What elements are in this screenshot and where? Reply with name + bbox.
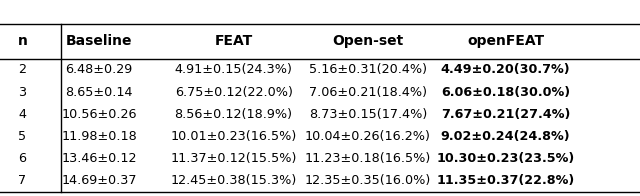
Text: 11.98±0.18: 11.98±0.18	[61, 130, 137, 143]
Text: 7.06±0.21(18.4%): 7.06±0.21(18.4%)	[309, 86, 427, 99]
Text: 8.65±0.14: 8.65±0.14	[65, 86, 133, 99]
Text: 10.30±0.23(23.5%): 10.30±0.23(23.5%)	[436, 152, 575, 165]
Text: 13.46±0.12: 13.46±0.12	[61, 152, 137, 165]
Text: 10.04±0.26(16.2%): 10.04±0.26(16.2%)	[305, 130, 431, 143]
Text: 10.56±0.26: 10.56±0.26	[61, 108, 137, 121]
Text: 4: 4	[19, 108, 26, 121]
Text: 8.73±0.15(17.4%): 8.73±0.15(17.4%)	[309, 108, 427, 121]
Text: 4.91±0.15(24.3%): 4.91±0.15(24.3%)	[175, 64, 292, 76]
Text: 10.01±0.23(16.5%): 10.01±0.23(16.5%)	[170, 130, 297, 143]
Text: 3: 3	[19, 86, 26, 99]
Text: 5: 5	[19, 130, 26, 143]
Text: 4.49±0.20(30.7%): 4.49±0.20(30.7%)	[441, 64, 570, 76]
Text: 8.56±0.12(18.9%): 8.56±0.12(18.9%)	[175, 108, 292, 121]
Text: 11.23±0.18(16.5%): 11.23±0.18(16.5%)	[305, 152, 431, 165]
Text: 12.45±0.38(15.3%): 12.45±0.38(15.3%)	[170, 174, 297, 187]
Text: 11.37±0.12(15.5%): 11.37±0.12(15.5%)	[170, 152, 297, 165]
Text: Open-set: Open-set	[332, 34, 404, 48]
Text: openFEAT: openFEAT	[467, 34, 544, 48]
Text: FEAT: FEAT	[214, 34, 253, 48]
Text: 2: 2	[19, 64, 26, 76]
Text: 5.16±0.31(20.4%): 5.16±0.31(20.4%)	[309, 64, 427, 76]
Text: n: n	[17, 34, 28, 48]
Text: 6.75±0.12(22.0%): 6.75±0.12(22.0%)	[175, 86, 292, 99]
Text: 12.35±0.35(16.0%): 12.35±0.35(16.0%)	[305, 174, 431, 187]
Text: Baseline: Baseline	[66, 34, 132, 48]
Text: 7: 7	[19, 174, 26, 187]
Text: 7.67±0.21(27.4%): 7.67±0.21(27.4%)	[441, 108, 570, 121]
Text: 11.35±0.37(22.8%): 11.35±0.37(22.8%)	[436, 174, 575, 187]
Text: 6.48±0.29: 6.48±0.29	[65, 64, 133, 76]
Text: 9.02±0.24(24.8%): 9.02±0.24(24.8%)	[441, 130, 570, 143]
Text: 14.69±0.37: 14.69±0.37	[61, 174, 137, 187]
Text: 6.06±0.18(30.0%): 6.06±0.18(30.0%)	[441, 86, 570, 99]
Text: 6: 6	[19, 152, 26, 165]
